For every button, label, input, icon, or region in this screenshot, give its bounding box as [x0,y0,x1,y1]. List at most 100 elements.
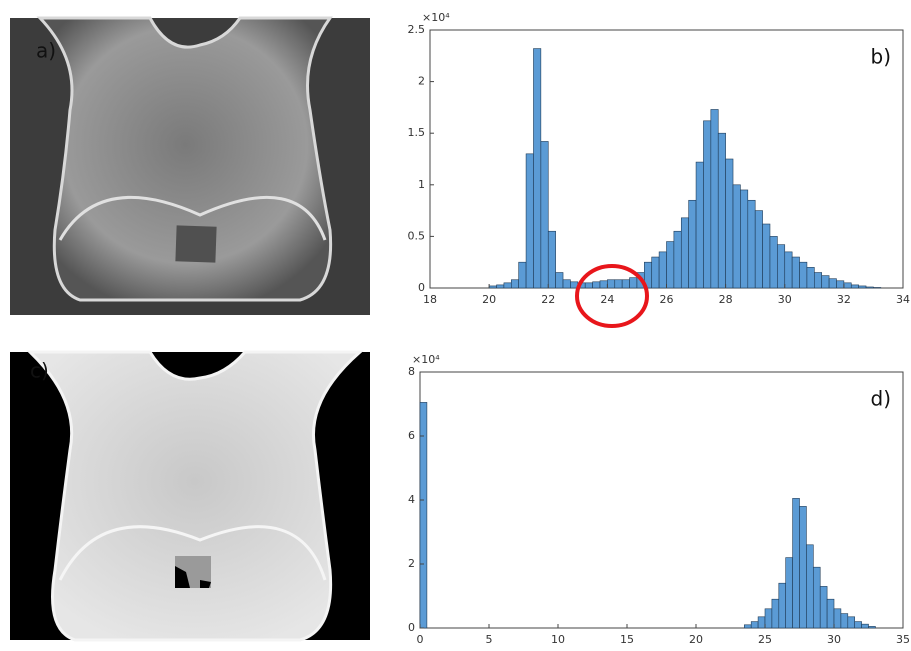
y-tick-label: 0.5 [408,229,426,242]
bar [873,287,880,288]
x-tick-label: 28 [719,293,733,306]
x-tick-label: 0 [417,633,424,646]
bar [748,200,755,288]
x-tick-label: 10 [551,633,565,646]
y-tick-label: 8 [408,365,415,378]
x-tick-label: 20 [689,633,703,646]
bar [792,257,799,288]
bar [659,252,666,288]
bar [866,287,873,288]
x-tick-label: 18 [423,293,437,306]
bar [765,609,772,628]
bar [777,245,784,288]
bar [726,159,733,288]
panel-label: d) [871,387,892,411]
bar [836,281,843,288]
bar [615,280,622,288]
bar [733,185,740,288]
bar [497,285,504,288]
thermal-image-c: c) [10,352,370,640]
bar [548,231,555,288]
y-tick-label: 1 [418,178,425,191]
bar [630,278,637,288]
bar [622,280,629,288]
bar [827,599,834,628]
bar [855,622,862,628]
bar [674,231,681,288]
bar [489,286,496,288]
bar [786,558,793,628]
bar [800,506,807,628]
bar [744,625,751,628]
bar [862,624,869,628]
histogram-chart: 0 5 10 15 20 25 30 35 0 2 4 6 8×10⁴ d) [408,353,910,646]
x-tick-label: 30 [827,633,841,646]
bar [758,617,765,628]
y-tick-label: 6 [408,429,415,442]
bar [772,599,779,628]
bar [820,586,827,628]
bar [763,224,770,288]
x-tick-label: 15 [620,633,634,646]
y-tick-label: 2 [408,557,415,570]
x-tick-label: 25 [758,633,772,646]
bar [751,622,758,628]
x-tick-label: 34 [896,293,910,306]
bar [859,286,866,288]
x-tick-label: 30 [778,293,792,306]
bar [793,498,800,628]
bar [800,262,807,288]
bar [869,626,876,628]
bar [770,236,777,288]
bar [519,262,526,288]
bar [585,283,592,288]
x-tick-label: 32 [837,293,851,306]
bar [703,121,710,288]
bar [834,609,841,628]
bar [718,133,725,288]
y-multiplier: ×10⁴ [412,353,440,366]
y-tick-label: 0 [418,281,425,294]
bar [600,281,607,288]
x-tick-label: 24 [600,293,614,306]
bar [779,583,786,628]
thermal-image-a: a) [10,18,370,315]
bar [593,282,600,288]
bar [652,257,659,288]
bar [526,154,533,288]
bar [563,280,570,288]
panel-label: b) [871,45,892,69]
y-tick-label: 2.5 [408,23,426,36]
y-multiplier: ×10⁴ [422,11,450,24]
y-tick-label: 4 [408,493,415,506]
bar [556,273,563,288]
bar [822,276,829,288]
panel-label: a) [36,39,56,63]
bar [667,242,674,288]
bar [511,280,518,288]
y-tick-label: 0 [408,621,415,634]
bar [806,545,813,628]
bar [841,614,848,628]
bar [814,273,821,288]
bar [829,279,836,288]
y-tick-label: 1.5 [408,126,426,139]
figure: a) c) 18202224262830323400.511.522.5×10⁴… [0,0,911,647]
x-tick-label: 26 [660,293,674,306]
bar [813,567,820,628]
x-tick-label: 22 [541,293,555,306]
plot-area [420,372,903,628]
bar [541,141,548,288]
bar [848,617,855,628]
bar [533,49,540,288]
bar [851,285,858,288]
x-tick-label: 5 [486,633,493,646]
bar [785,252,792,288]
bar [844,283,851,288]
bar [696,162,703,288]
y-tick-label: 2 [418,75,425,88]
bar [807,267,814,288]
x-tick-label: 35 [896,633,910,646]
bar [711,109,718,288]
